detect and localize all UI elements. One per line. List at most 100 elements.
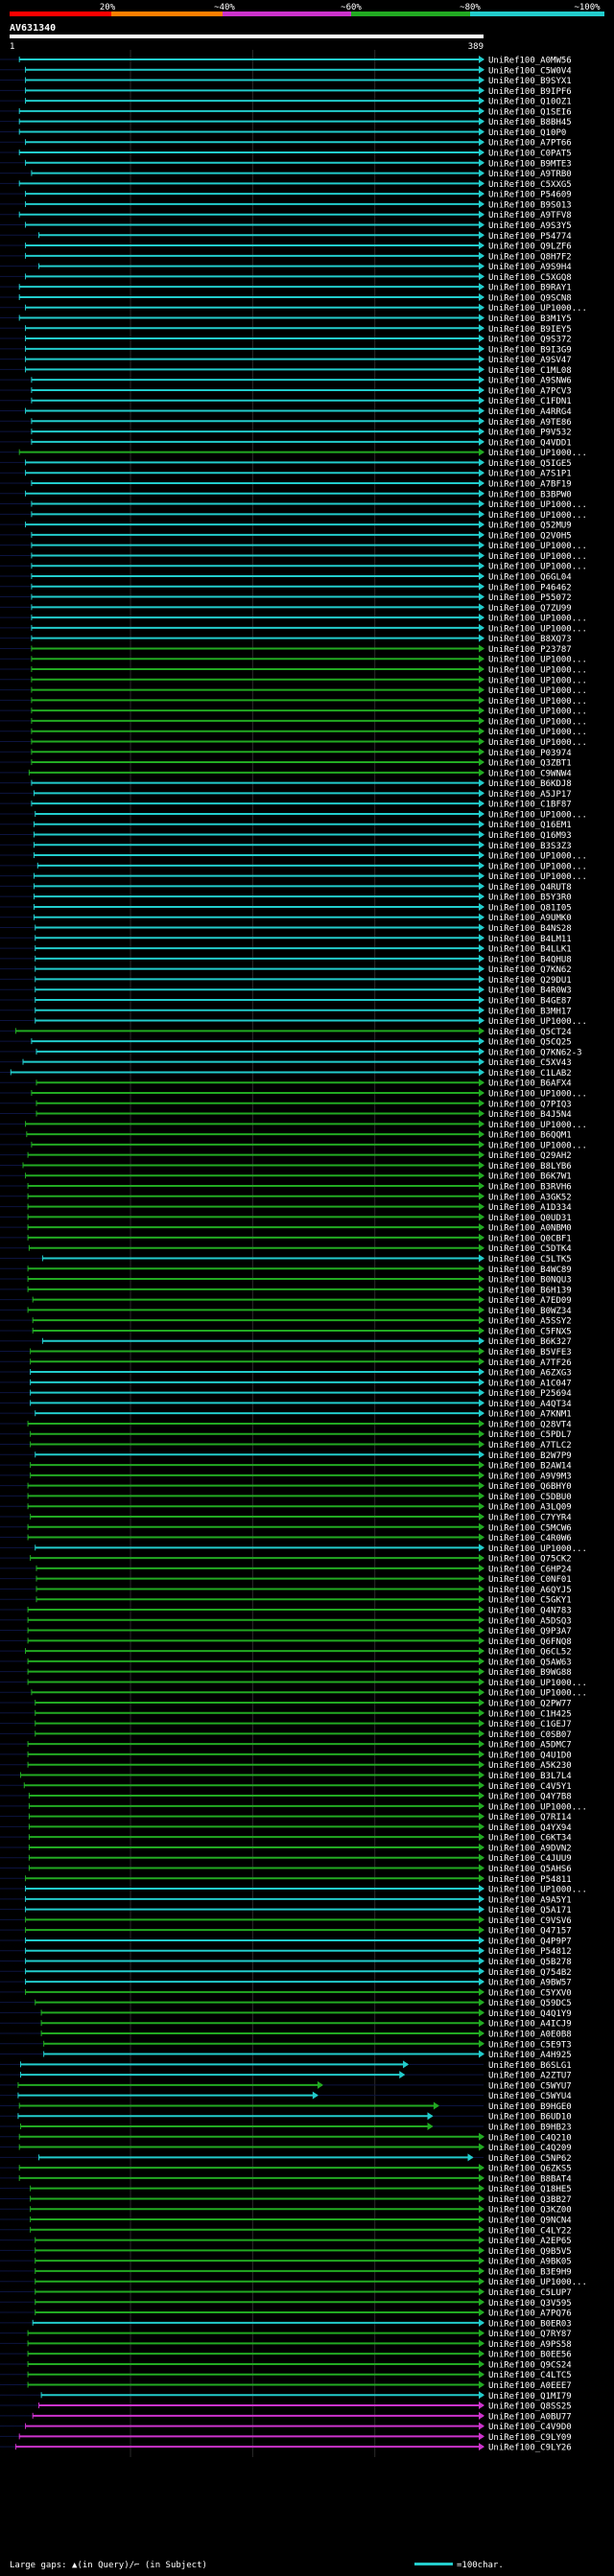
hit-label[interactable]: UniRef100_Q4YX94 bbox=[488, 1823, 572, 1833]
hit-label[interactable]: UniRef100_C5DTK4 bbox=[488, 1244, 572, 1254]
hit-label[interactable]: UniRef100_Q754B2 bbox=[488, 1968, 572, 1978]
hit-label[interactable]: UniRef100_B8LYB6 bbox=[488, 1162, 572, 1172]
hit-label[interactable]: UniRef100_C5XV43 bbox=[488, 1058, 572, 1068]
hit-label[interactable]: UniRef100_C5WYU7 bbox=[488, 2081, 572, 2091]
hit-label[interactable]: UniRef100_A1D334 bbox=[488, 1203, 572, 1213]
hit-label[interactable]: UniRef100_C5PDL7 bbox=[488, 1430, 572, 1440]
hit-label[interactable]: UniRef100_C0NF01 bbox=[488, 1575, 572, 1585]
hit-label[interactable]: UniRef100_B0EE56 bbox=[488, 2351, 572, 2360]
hit-label[interactable]: UniRef100_UP1000... bbox=[488, 852, 587, 862]
hit-label[interactable]: UniRef100_A4ICJ9 bbox=[488, 2020, 572, 2030]
hit-label[interactable]: UniRef100_B6K7W1 bbox=[488, 1172, 572, 1182]
hit-label[interactable]: UniRef100_B4QHU8 bbox=[488, 955, 572, 964]
hit-label[interactable]: UniRef100_UP1000... bbox=[488, 624, 587, 634]
hit-label[interactable]: UniRef100_P46462 bbox=[488, 583, 572, 592]
hit-label[interactable]: UniRef100_A7BF19 bbox=[488, 479, 572, 489]
hit-label[interactable]: UniRef100_A4QT34 bbox=[488, 1400, 572, 1409]
hit-label[interactable]: UniRef100_A9SV47 bbox=[488, 356, 572, 365]
hit-label[interactable]: UniRef100_B6K327 bbox=[488, 1337, 572, 1347]
hit-label[interactable]: UniRef100_B5Y3R0 bbox=[488, 893, 572, 903]
hit-label[interactable]: UniRef100_C5NP62 bbox=[488, 2154, 572, 2164]
hit-label[interactable]: UniRef100_Q5CT24 bbox=[488, 1028, 572, 1037]
hit-label[interactable]: UniRef100_A2ZTU7 bbox=[488, 2072, 572, 2081]
hit-label[interactable]: UniRef100_Q47157 bbox=[488, 1927, 572, 1937]
hit-label[interactable]: UniRef100_Q0CBF1 bbox=[488, 1234, 572, 1243]
hit-label[interactable]: UniRef100_Q7RY87 bbox=[488, 2330, 572, 2339]
hit-label[interactable]: UniRef100_A5SSY2 bbox=[488, 1317, 572, 1327]
hit-label[interactable]: UniRef100_Q4RUT8 bbox=[488, 883, 572, 893]
hit-label[interactable]: UniRef100_A7TF26 bbox=[488, 1358, 572, 1368]
hit-label[interactable]: UniRef100_A9S9H4 bbox=[488, 263, 572, 272]
hit-label[interactable]: UniRef100_A9V9M3 bbox=[488, 1472, 572, 1481]
hit-label[interactable]: UniRef100_A0NBM0 bbox=[488, 1224, 572, 1234]
hit-label[interactable]: UniRef100_P54774 bbox=[488, 232, 572, 242]
hit-label[interactable]: UniRef100_C4LY22 bbox=[488, 2226, 572, 2236]
hit-label[interactable]: UniRef100_UP1000... bbox=[488, 552, 587, 562]
hit-label[interactable]: UniRef100_A6ZXG3 bbox=[488, 1369, 572, 1379]
hit-label[interactable]: UniRef100_A9SNW6 bbox=[488, 377, 572, 386]
hit-label[interactable]: UniRef100_B9RAY1 bbox=[488, 284, 572, 293]
hit-label[interactable]: UniRef100_C4V9D0 bbox=[488, 2423, 572, 2432]
hit-label[interactable]: UniRef100_B6AFX4 bbox=[488, 1079, 572, 1089]
hit-label[interactable]: UniRef100_UP1000... bbox=[488, 697, 587, 707]
hit-label[interactable]: UniRef100_UP1000... bbox=[488, 738, 587, 748]
hit-label[interactable]: UniRef100_UP1000... bbox=[488, 686, 587, 696]
hit-label[interactable]: UniRef100_Q9S372 bbox=[488, 336, 572, 345]
hit-label[interactable]: UniRef100_UP1000... bbox=[488, 872, 587, 882]
hit-label[interactable]: UniRef100_UP1000... bbox=[488, 1544, 587, 1554]
hit-label[interactable]: UniRef100_C7YYR4 bbox=[488, 1513, 572, 1522]
hit-label[interactable]: UniRef100_B0ER03 bbox=[488, 2319, 572, 2329]
hit-label[interactable]: UniRef100_B6KDJ8 bbox=[488, 779, 572, 789]
hit-label[interactable]: UniRef100_B5VFE3 bbox=[488, 1348, 572, 1358]
hit-label[interactable]: UniRef100_Q3KZ00 bbox=[488, 2206, 572, 2216]
hit-label[interactable]: UniRef100_C4Q209 bbox=[488, 2144, 572, 2153]
hit-label[interactable]: UniRef100_UP1000... bbox=[488, 717, 587, 727]
hit-label[interactable]: UniRef100_B9HB23 bbox=[488, 2123, 572, 2133]
hit-label[interactable]: UniRef100_P03974 bbox=[488, 749, 572, 758]
hit-label[interactable]: UniRef100_C0PAT5 bbox=[488, 150, 572, 159]
hit-label[interactable]: UniRef100_UP1000... bbox=[488, 728, 587, 737]
hit-label[interactable]: UniRef100_A9TFV8 bbox=[488, 211, 572, 220]
hit-label[interactable]: UniRef100_A7ED09 bbox=[488, 1296, 572, 1306]
hit-label[interactable]: UniRef100_Q5AW63 bbox=[488, 1658, 572, 1667]
hit-label[interactable]: UniRef100_B9SYX1 bbox=[488, 77, 572, 86]
hit-label[interactable]: UniRef100_B8XQ73 bbox=[488, 635, 572, 644]
hit-label[interactable]: UniRef100_Q9P3A7 bbox=[488, 1627, 572, 1636]
hit-label[interactable]: UniRef100_C1H425 bbox=[488, 1709, 572, 1719]
hit-label[interactable]: UniRef100_Q1SEI6 bbox=[488, 107, 572, 117]
hit-label[interactable]: UniRef100_C5LUP7 bbox=[488, 2288, 572, 2298]
hit-label[interactable]: UniRef100_A7KNM1 bbox=[488, 1410, 572, 1420]
hit-label[interactable]: UniRef100_B3BPW0 bbox=[488, 490, 572, 499]
hit-label[interactable]: UniRef100_C5MCW6 bbox=[488, 1523, 572, 1533]
hit-label[interactable]: UniRef100_P23787 bbox=[488, 645, 572, 655]
hit-label[interactable]: UniRef100_B3S3Z3 bbox=[488, 842, 572, 851]
hit-label[interactable]: UniRef100_A4H925 bbox=[488, 2051, 572, 2060]
hit-label[interactable]: UniRef100_Q4VDD1 bbox=[488, 438, 572, 448]
hit-label[interactable]: UniRef100_Q8SS25 bbox=[488, 2402, 572, 2412]
hit-label[interactable]: UniRef100_UP1000... bbox=[488, 1802, 587, 1812]
hit-label[interactable]: UniRef100_A7PCV3 bbox=[488, 386, 572, 396]
hit-label[interactable]: UniRef100_UP1000... bbox=[488, 500, 587, 510]
hit-label[interactable]: UniRef100_Q6BHY0 bbox=[488, 1482, 572, 1492]
hit-label[interactable]: UniRef100_B3E9H9 bbox=[488, 2267, 572, 2277]
hit-label[interactable]: UniRef100_Q5A171 bbox=[488, 1906, 572, 1915]
hit-label[interactable]: UniRef100_Q4N783 bbox=[488, 1607, 572, 1616]
hit-label[interactable]: UniRef100_C5DBU0 bbox=[488, 1493, 572, 1502]
hit-label[interactable]: UniRef100_UP1000... bbox=[488, 2278, 587, 2287]
hit-label[interactable]: UniRef100_C0SB07 bbox=[488, 1730, 572, 1740]
hit-label[interactable]: UniRef100_UP1000... bbox=[488, 449, 587, 458]
hit-label[interactable]: UniRef100_A9PS58 bbox=[488, 2340, 572, 2350]
hit-label[interactable]: UniRef100_C5FNX5 bbox=[488, 1327, 572, 1336]
hit-label[interactable]: UniRef100_UP1000... bbox=[488, 1689, 587, 1699]
hit-label[interactable]: UniRef100_UP1000... bbox=[488, 1121, 587, 1130]
hit-label[interactable]: UniRef100_B0WZ34 bbox=[488, 1307, 572, 1316]
hit-label[interactable]: UniRef100_A3GK52 bbox=[488, 1193, 572, 1202]
hit-label[interactable]: UniRef100_Q16EM1 bbox=[488, 821, 572, 830]
hit-label[interactable]: UniRef100_UP1000... bbox=[488, 862, 587, 871]
hit-label[interactable]: UniRef100_C5LTK5 bbox=[488, 1255, 572, 1265]
hit-label[interactable]: UniRef100_B4GE87 bbox=[488, 996, 572, 1006]
hit-label[interactable]: UniRef100_A4RRG4 bbox=[488, 407, 572, 417]
hit-label[interactable]: UniRef100_Q5AHS6 bbox=[488, 1865, 572, 1874]
hit-label[interactable]: UniRef100_C5YXV0 bbox=[488, 1988, 572, 1998]
hit-label[interactable]: UniRef100_UP1000... bbox=[488, 666, 587, 676]
